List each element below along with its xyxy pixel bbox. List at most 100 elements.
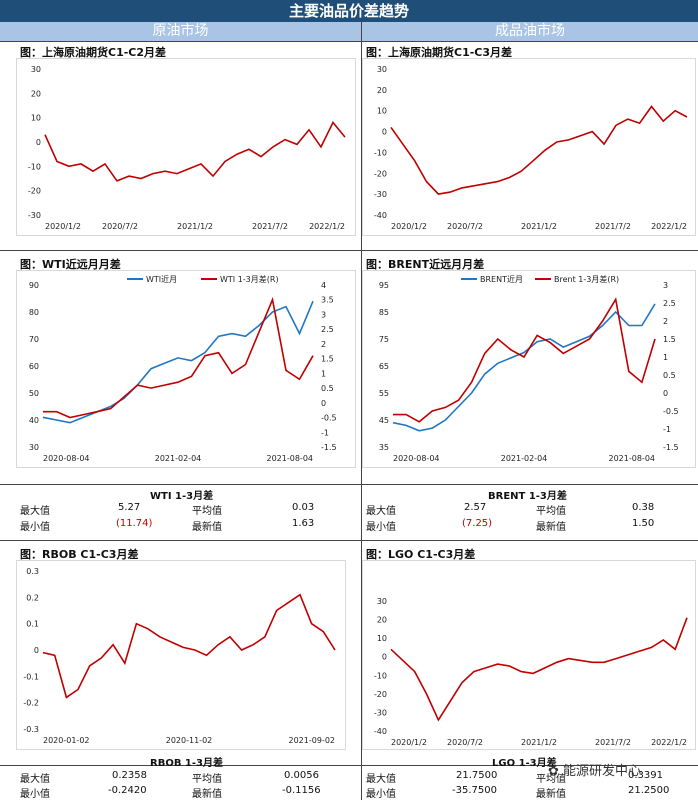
- y-tick-label: 30: [377, 597, 387, 606]
- x-tick-label: 2021/1/2: [521, 738, 557, 747]
- y2-tick-label: 4: [321, 281, 326, 290]
- y-tick-label: 45: [379, 416, 389, 425]
- stat-value-min: (11.74): [116, 518, 153, 529]
- y-tick-label: 0.1: [26, 620, 39, 629]
- y2-tick-label: 1: [663, 353, 668, 362]
- row-divider: [0, 765, 698, 766]
- legend-label: WTI近月: [146, 274, 177, 284]
- chart-rbob: -0.3 -0.2 -0.1 0 0.1 0.2 0.3 2020-01-02 2020-11-…: [23, 567, 336, 745]
- y-tick-label: 80: [29, 308, 39, 317]
- y-tick-label: 0: [382, 128, 387, 137]
- y-tick-label: 40: [29, 416, 39, 425]
- y2-tick-label: 1.5: [321, 355, 334, 364]
- stat-label-avg: 平均值: [536, 506, 566, 517]
- y2-tick-label: -1.5: [663, 443, 679, 452]
- stat-value-latest: 1.63: [292, 518, 315, 529]
- stat-label-avg: 平均值: [192, 774, 222, 785]
- stat-label-min: 最小值: [20, 789, 50, 800]
- chart-title-lgo: 图：LGO C1-C3月差: [366, 548, 476, 561]
- stat-label-max: 最大值: [20, 506, 50, 517]
- stat-value-min: -35.7500: [452, 785, 497, 796]
- y-tick-label: -40: [374, 211, 387, 220]
- chart-brent: 35 45 55 65 75 85 95 -1.5 -1 -0.5 0 0.5 1 1.5 2 2.5 3 202…: [379, 274, 679, 463]
- stat-label-max: 最大值: [366, 774, 396, 785]
- series-line-0: [44, 121, 346, 182]
- chart-wti: 30 40 50 60 70 80 90 -1.5 -1 -0.5 0 0.5 1 1.5 2 2.5 3 3.5…: [29, 274, 337, 463]
- wechat-icon: ✿: [548, 764, 559, 779]
- x-tick-label: 2020/1/2: [391, 738, 427, 747]
- y2-tick-label: 3: [321, 310, 326, 319]
- stat-label-latest: 最新值: [536, 789, 566, 800]
- y-tick-label: 20: [31, 89, 41, 98]
- right-section-header: 成品油市场: [362, 22, 698, 41]
- stat-label-avg: 平均值: [536, 774, 566, 785]
- y-tick-label: -40: [374, 727, 387, 736]
- stat-value-min: -0.2420: [108, 785, 147, 796]
- stat-value-avg: 0.38: [632, 502, 655, 513]
- y-tick-label: 0: [36, 138, 41, 147]
- stat-label-max: 最大值: [20, 774, 50, 785]
- x-tick-label: 2021/1/2: [177, 222, 213, 231]
- y-tick-label: 0.2: [26, 593, 39, 602]
- stats-title-lgo: LGO 1-3月差: [492, 758, 557, 769]
- watermark-text: 能源研发中心: [563, 764, 642, 779]
- series-line-0: [392, 303, 656, 432]
- chart-title-sh-c1c2: 图：上海原油期货C1-C2月差: [20, 46, 167, 59]
- y-tick-label: 90: [29, 281, 39, 290]
- x-tick-label: 2020/7/2: [447, 738, 483, 747]
- stat-value-avg: 0.03: [292, 502, 315, 513]
- y2-tick-label: -0.5: [663, 407, 679, 416]
- y-tick-label: 0.3: [26, 567, 39, 576]
- x-tick-label: 2021/7/2: [252, 222, 288, 231]
- x-tick-label: 2020-01-02: [43, 736, 90, 745]
- chart-panel-sh-c1c2: -30 -20 -10 0 10 20 30 2020/1/2 2020/7/2 2021/1/2…: [16, 58, 356, 236]
- chart-title-brent: 图：BRENT近远月月差: [366, 258, 485, 271]
- y-tick-label: -20: [28, 187, 41, 196]
- x-tick-label: 2022/1/2: [651, 738, 687, 747]
- y-tick-label: -0.3: [23, 725, 39, 734]
- y-tick-label: 65: [379, 362, 389, 371]
- chart-panel-wti: 30 40 50 60 70 80 90 -1.5 -1 -0.5 0 0.5 1 1.5 2 2.5 3 3.5…: [16, 270, 356, 468]
- stat-label-min: 最小值: [20, 522, 50, 533]
- stat-value-min: (7.25): [462, 518, 493, 529]
- stat-label-latest: 最新值: [192, 522, 222, 533]
- y-tick-label: 10: [377, 634, 387, 643]
- y-tick-label: 20: [377, 86, 387, 95]
- y-tick-label: -0.1: [23, 672, 39, 681]
- y2-tick-label: -0.5: [321, 414, 337, 423]
- column-divider: [361, 22, 362, 800]
- chart-panel-lgo: -40 -30 -20 -10 0 10 20 30 2020/1/2 2020/7/2 2021/…: [362, 560, 696, 750]
- series-line-0: [390, 617, 688, 722]
- chart-panel-brent: 35 45 55 65 75 85 95 -1.5 -1 -0.5 0 0.5 1 1.5 2 2.5 3 202…: [362, 270, 696, 468]
- legend-label: BRENT近月: [480, 274, 523, 284]
- stat-value-latest: 1.50: [632, 518, 655, 529]
- y2-tick-label: 1.5: [663, 335, 676, 344]
- x-tick-label: 2021/7/2: [595, 222, 631, 231]
- y-tick-label: 85: [379, 308, 389, 317]
- y-tick-label: 70: [29, 335, 39, 344]
- y-tick-label: 35: [379, 443, 389, 452]
- y-tick-label: -30: [374, 190, 387, 199]
- chart-panel-rbob: -0.3 -0.2 -0.1 0 0.1 0.2 0.3 2020-01-02 2020-11-…: [16, 560, 346, 750]
- y-tick-label: -0.2: [23, 699, 39, 708]
- chart-panel-sh-c1c3: -40 -30 -20 -10 0 10 20 30 2020/1/2 2020/7/2 2021/…: [362, 58, 696, 236]
- x-tick-label: 2021/7/2: [595, 738, 631, 747]
- stats-title-wti: WTI 1-3月差: [150, 491, 214, 502]
- y-tick-label: 55: [379, 389, 389, 398]
- legend-label: WTI 1-3月差(R): [220, 274, 279, 284]
- x-tick-label: 2021/1/2: [521, 222, 557, 231]
- y-tick-label: 50: [29, 389, 39, 398]
- stat-label-min: 最小值: [366, 522, 396, 533]
- left-section-header: 原油市场: [0, 22, 361, 41]
- y2-tick-label: 0: [663, 389, 668, 398]
- page-title: 主要油品价差趋势: [0, 0, 698, 22]
- y2-tick-label: 2: [663, 317, 668, 326]
- stat-value-max: 5.27: [118, 502, 141, 513]
- series-line-0: [42, 300, 314, 424]
- row-divider: [0, 484, 698, 485]
- stat-value-avg: 0.0056: [284, 770, 319, 781]
- watermark: ✿ 能源研发中心: [548, 760, 641, 779]
- stat-value-max: 0.2358: [112, 770, 147, 781]
- y-tick-label: 60: [29, 362, 39, 371]
- stats-title-brent: BRENT 1-3月差: [488, 491, 567, 502]
